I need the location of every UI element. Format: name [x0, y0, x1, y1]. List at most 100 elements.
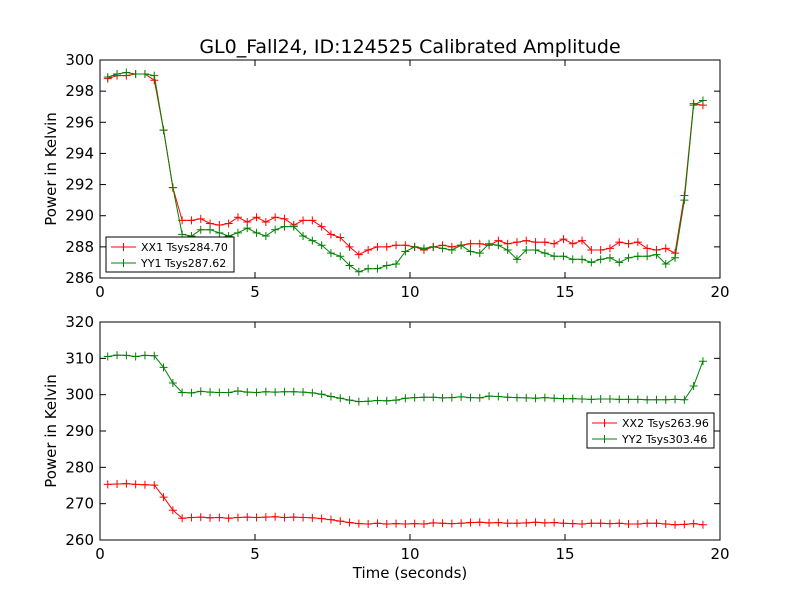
- data-point: [568, 255, 577, 264]
- data-point: [103, 480, 112, 489]
- data-point: [271, 213, 280, 222]
- data-point: [140, 351, 149, 360]
- x-tick-label: 20: [710, 283, 729, 301]
- data-point: [345, 518, 354, 527]
- data-point: [661, 244, 670, 253]
- data-point: [475, 239, 484, 248]
- data-point: [661, 259, 670, 268]
- data-point: [429, 518, 438, 527]
- data-point: [326, 392, 335, 401]
- data-point: [643, 252, 652, 261]
- data-point: [354, 397, 363, 406]
- data-point: [178, 514, 187, 523]
- data-point: [299, 216, 308, 225]
- data-point: [122, 351, 131, 360]
- data-point: [429, 242, 438, 251]
- data-point: [485, 392, 494, 401]
- data-point: [364, 264, 373, 273]
- y-tick-label: 290: [65, 207, 94, 225]
- data-point: [419, 244, 428, 253]
- data-point: [568, 239, 577, 248]
- legend-box: [105, 236, 235, 273]
- data-point: [150, 351, 159, 360]
- data-point: [680, 196, 689, 205]
- data-point: [317, 514, 326, 523]
- data-point: [373, 264, 382, 273]
- data-point: [559, 394, 568, 403]
- data-point: [689, 101, 698, 110]
- legend-label: YY2 Tsys303.46: [621, 433, 707, 446]
- data-point: [652, 250, 661, 259]
- data-point: [178, 388, 187, 397]
- bottom-panel: 0 5 10 15 20 260 270 280 290 300 310 320 Power in Ke…: [42, 313, 730, 563]
- data-point: [196, 225, 205, 234]
- x-tick-label: 15: [555, 283, 574, 301]
- data-point: [317, 222, 326, 231]
- data-point: [122, 479, 131, 488]
- data-point: [159, 493, 168, 502]
- data-point: [336, 252, 345, 261]
- data-point: [661, 395, 670, 404]
- legend-label: YY1 Tsys287.62: [140, 257, 226, 270]
- data-point: [550, 518, 559, 527]
- y-tick-label: 296: [65, 113, 94, 131]
- data-point: [382, 261, 391, 270]
- data-point: [140, 480, 149, 489]
- data-point: [345, 396, 354, 405]
- data-point: [578, 255, 587, 264]
- data-point: [643, 519, 652, 528]
- data-point: [271, 512, 280, 521]
- data-point: [187, 388, 196, 397]
- data-point: [308, 513, 317, 522]
- data-point: [289, 513, 298, 522]
- data-point: [233, 213, 242, 222]
- y-tick-label: 288: [65, 238, 94, 256]
- data-point: [540, 238, 549, 247]
- data-point: [196, 214, 205, 223]
- data-point: [457, 519, 466, 528]
- data-point: [652, 395, 661, 404]
- data-point: [113, 480, 122, 489]
- data-point: [401, 520, 410, 529]
- data-point: [299, 388, 308, 397]
- data-point: [661, 520, 670, 529]
- data-point: [289, 222, 298, 231]
- data-point: [261, 387, 270, 396]
- data-point: [503, 245, 512, 254]
- data-point: [512, 519, 521, 528]
- data-point: [196, 513, 205, 522]
- data-point: [698, 357, 707, 366]
- data-point: [271, 388, 280, 397]
- data-point: [317, 241, 326, 250]
- data-point: [587, 258, 596, 267]
- data-point: [140, 70, 149, 79]
- data-point: [568, 519, 577, 528]
- data-point: [168, 506, 177, 515]
- legend: XX1 Tsys284.70 YY1 Tsys287.62: [105, 236, 235, 273]
- data-point: [419, 393, 428, 402]
- data-point: [559, 235, 568, 244]
- data-point: [401, 247, 410, 256]
- data-point: [698, 520, 707, 529]
- data-point: [689, 381, 698, 390]
- data-point: [596, 245, 605, 254]
- data-point: [652, 519, 661, 528]
- data-point: [605, 519, 614, 528]
- x-tick-label: 0: [95, 283, 105, 301]
- data-point: [382, 520, 391, 529]
- data-point: [550, 394, 559, 403]
- legend: XX2 Tsys263.96 YY2 Tsys303.46: [586, 412, 715, 449]
- data-point: [587, 245, 596, 254]
- data-point: [475, 393, 484, 402]
- data-point: [671, 520, 680, 529]
- data-point: [466, 247, 475, 256]
- data-point: [271, 225, 280, 234]
- data-point: [615, 258, 624, 267]
- y-tick-label: 320: [65, 313, 94, 331]
- data-point: [596, 255, 605, 264]
- data-point: [299, 513, 308, 522]
- data-point: [531, 245, 540, 254]
- data-point: [447, 393, 456, 402]
- data-point: [215, 513, 224, 522]
- data-point: [206, 513, 215, 522]
